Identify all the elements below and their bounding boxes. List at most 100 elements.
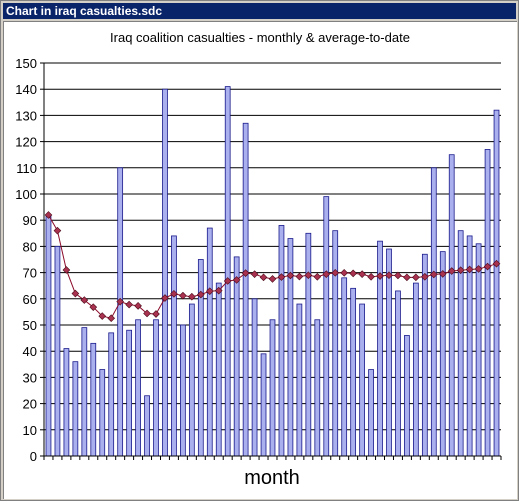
bar <box>215 282 222 457</box>
average-marker <box>98 312 107 320</box>
bar <box>421 253 428 457</box>
window-title[interactable]: Chart in iraq casualties.sdc <box>3 3 516 19</box>
bar <box>484 149 491 457</box>
bar <box>233 256 240 457</box>
bar <box>117 167 124 457</box>
bar <box>395 290 401 457</box>
average-marker <box>456 266 465 275</box>
average-marker <box>286 271 295 280</box>
average-line <box>48 214 497 319</box>
bar <box>475 243 482 457</box>
average-marker <box>367 272 375 281</box>
average-marker <box>116 297 124 306</box>
y-tick-label: 30 <box>23 370 37 385</box>
y-tick-label: 60 <box>23 292 37 307</box>
average-marker <box>89 303 98 312</box>
bar <box>278 225 285 457</box>
average-marker <box>465 265 474 274</box>
average-marker <box>304 271 313 280</box>
average-marker <box>447 267 456 275</box>
average-marker <box>170 289 178 298</box>
y-tick-label: 130 <box>15 108 37 123</box>
average-markers <box>44 211 501 323</box>
average-marker <box>53 226 62 235</box>
bar <box>72 361 79 457</box>
y-tick-label: 150 <box>15 56 37 71</box>
chart-area: Iraq coalition casualties - monthly & av… <box>3 21 517 499</box>
average-marker <box>44 211 53 219</box>
average-marker <box>376 272 384 280</box>
bar <box>180 324 186 457</box>
average-marker <box>322 270 331 278</box>
average-marker <box>483 262 492 271</box>
bar <box>108 332 115 457</box>
bar <box>206 227 213 457</box>
y-tick-label: 80 <box>23 239 37 254</box>
bar <box>386 248 392 457</box>
average-marker <box>259 273 268 282</box>
average-marker <box>474 265 483 273</box>
y-tick-label: 120 <box>15 135 37 150</box>
bar <box>135 319 141 457</box>
bar <box>99 369 106 457</box>
bar <box>368 369 374 457</box>
bar <box>54 245 61 457</box>
average-marker <box>349 269 357 278</box>
bar <box>63 348 70 457</box>
y-tick-label: 70 <box>23 266 37 281</box>
average-marker <box>421 272 429 281</box>
average-marker <box>125 300 133 309</box>
average-marker <box>492 259 501 268</box>
average-marker <box>205 287 214 296</box>
y-axis-ticks: 0 10 20 30 40 50 60 70 80 90 100 110 120 130 140 150 <box>15 56 44 464</box>
average-marker <box>214 286 223 295</box>
bar <box>493 109 500 457</box>
bar <box>90 342 97 457</box>
bar <box>287 238 294 457</box>
average-marker <box>313 272 322 281</box>
average-marker <box>429 270 438 279</box>
average-marker <box>179 291 187 300</box>
bar <box>260 353 267 457</box>
average-marker <box>161 294 169 302</box>
y-tick-label: 90 <box>23 213 37 228</box>
bar <box>81 327 88 457</box>
average-marker <box>223 277 232 285</box>
bar <box>305 232 312 457</box>
average-marker <box>268 275 277 283</box>
average-marker <box>71 289 80 298</box>
average-marker <box>412 273 420 282</box>
bar <box>171 235 177 457</box>
average-marker <box>241 269 250 277</box>
average-marker <box>62 266 71 274</box>
axes <box>43 63 502 460</box>
y-tick-label: 50 <box>23 318 37 333</box>
chart-svg: Iraq coalition casualties - monthly & av… <box>15 30 502 489</box>
bar <box>144 395 150 457</box>
average-marker <box>394 271 402 280</box>
bar <box>332 230 339 457</box>
average-marker <box>143 309 151 318</box>
bar <box>269 319 276 457</box>
bar <box>341 277 348 457</box>
bar <box>430 167 437 457</box>
bar <box>251 298 258 457</box>
average-marker <box>295 272 304 281</box>
bar <box>439 251 446 457</box>
y-tick-label: 40 <box>23 344 37 359</box>
x-axis-label: month <box>244 467 300 489</box>
y-tick-label: 20 <box>23 397 37 412</box>
average-marker <box>196 290 205 299</box>
y-tick-label: 110 <box>16 161 37 176</box>
bar <box>45 214 52 457</box>
y-tick-label: 10 <box>23 423 37 438</box>
bar <box>296 303 303 457</box>
average-marker <box>107 314 116 323</box>
average-marker <box>277 273 286 281</box>
bar <box>242 122 249 457</box>
bar <box>404 335 410 457</box>
bar <box>126 329 132 457</box>
average-marker <box>385 271 393 280</box>
bar <box>153 319 159 457</box>
average-marker <box>152 310 160 318</box>
